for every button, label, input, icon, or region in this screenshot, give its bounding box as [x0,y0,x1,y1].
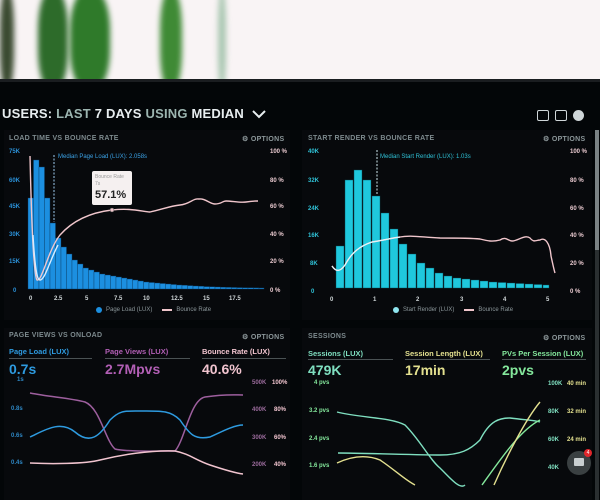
axis-tick: 80K [548,409,560,415]
start-render-legend: Start Render (LUX) Bounce Rate [393,307,513,313]
tooltip-sub: 7s [95,181,101,187]
axis-tick: 100% [272,380,288,386]
legend-bounce-rate[interactable]: Bounce Rate [478,307,514,313]
axis-tick: 200K [252,462,267,468]
pvs-per-session-stat-label: PVs Per Session (LUX) [502,349,584,358]
sessions-stat-label: Sessions (LUX) [308,349,364,358]
axis-tick: 100K [548,381,563,387]
bounce-rate-legend-line [464,309,475,311]
options-label: OPTIONS [551,136,586,143]
title-last: LAST [52,106,91,121]
options-button[interactable]: ⚙ OPTIONS [242,136,285,143]
header-toolbar [537,110,584,121]
notification-badge: 4 [584,449,592,457]
axis-tick: 32 min [567,409,587,415]
axis-tick: 2.4 pvs [309,436,330,442]
options-button[interactable]: ⚙ OPTIONS [543,335,586,342]
title-using: USING [141,106,188,121]
tooltip-label: Bounce Rate [95,174,124,180]
title-metric: MEDIAN [187,106,244,121]
axis-tick: 24 min [567,437,587,443]
median-page-load-annotation: Median Page Load (LUX): 2.058s [58,154,148,160]
page-views-stat-label: Page Views (LUX) [105,347,169,356]
title-range: 7 DAYS [90,106,142,121]
load-time-legend: Page Load (LUX) Bounce Rate [96,307,211,313]
options-button[interactable]: ⚙ OPTIONS [242,334,285,341]
dashboard-title[interactable]: USERS: LAST 7 DAYS USING MEDIAN [2,106,266,121]
bounce-rate-stat-label: Bounce Rate (LUX) [202,347,270,356]
stat-divider [405,359,490,360]
panel-title: START RENDER VS BOUNCE RATE [308,135,435,142]
stat-divider [9,358,92,359]
help-icon[interactable] [573,110,584,121]
stat-divider [202,358,286,359]
bounce-rate-stat-value: 40.6% [202,361,242,377]
pvs-per-session-stat-value: 2pvs [502,362,534,378]
legend-page-load[interactable]: Page Load (LUX) [106,307,153,313]
bounce-rate-legend-line [162,309,173,311]
background-photo [0,0,600,80]
panel-title: PAGE VIEWS VS ONLOAD [9,332,103,339]
stat-divider [308,359,393,360]
page-views-stat-value: 2.7Mpvs [105,361,161,377]
legend-start-render[interactable]: Start Render (LUX) [403,307,455,313]
axis-tick: 80% [274,407,287,413]
options-label: OPTIONS [250,136,285,143]
page-load-legend-dot [96,307,102,313]
axis-tick: 40% [274,462,287,468]
axis-tick: 300K [252,435,267,441]
image-icon[interactable] [555,110,567,121]
panel-title: LOAD TIME VS BOUNCE RATE [9,135,119,142]
axis-tick: 1.6 pvs [309,463,330,469]
axis-tick: 0.8s [11,406,23,412]
axis-tick: 40 min [567,381,587,387]
stat-divider [105,358,190,359]
bounce-rate-tooltip: Bounce Rate 7s 57.1% [92,171,132,205]
chat-icon [574,458,584,466]
axis-tick: 500K [252,380,267,386]
options-label: OPTIONS [250,334,285,341]
session-length-stat-label: Session Length (LUX) [405,349,483,358]
axis-tick: 4 pvs [314,380,330,386]
monitor-bezel [0,79,600,82]
page-load-stat-value: 0.7s [9,361,37,377]
axis-tick: 1s [17,377,24,383]
options-button[interactable]: ⚙ OPTIONS [543,136,586,143]
scrollbar-track[interactable] [595,130,599,500]
axis-tick: 60% [274,435,287,441]
scrollbar-thumb[interactable] [595,130,599,250]
axis-tick: 60K [548,437,560,443]
legend-bounce-rate[interactable]: Bounce Rate [176,307,212,313]
median-start-render-annotation: Median Start Render (LUX): 1.03s [380,154,471,160]
axis-tick: 40K [548,465,560,471]
panel-title: SESSIONS [308,333,347,340]
axis-tick: 0.4s [11,460,23,466]
page-load-stat-label: Page Load (LUX) [9,347,70,356]
tooltip-value: 57.1% [95,189,127,201]
session-length-stat-value: 17min [405,362,446,378]
title-prefix: USERS: [2,106,53,121]
monitor-icon[interactable] [537,110,549,121]
sessions-stat-value: 479K [308,362,342,378]
chevron-down-icon[interactable] [252,110,266,119]
axis-tick: 0.6s [11,433,23,439]
start-render-legend-dot [393,307,399,313]
axis-tick: 400K [252,407,267,413]
stat-divider [502,359,586,360]
axis-tick: 3.2 pvs [309,408,330,414]
options-label: OPTIONS [551,335,586,342]
